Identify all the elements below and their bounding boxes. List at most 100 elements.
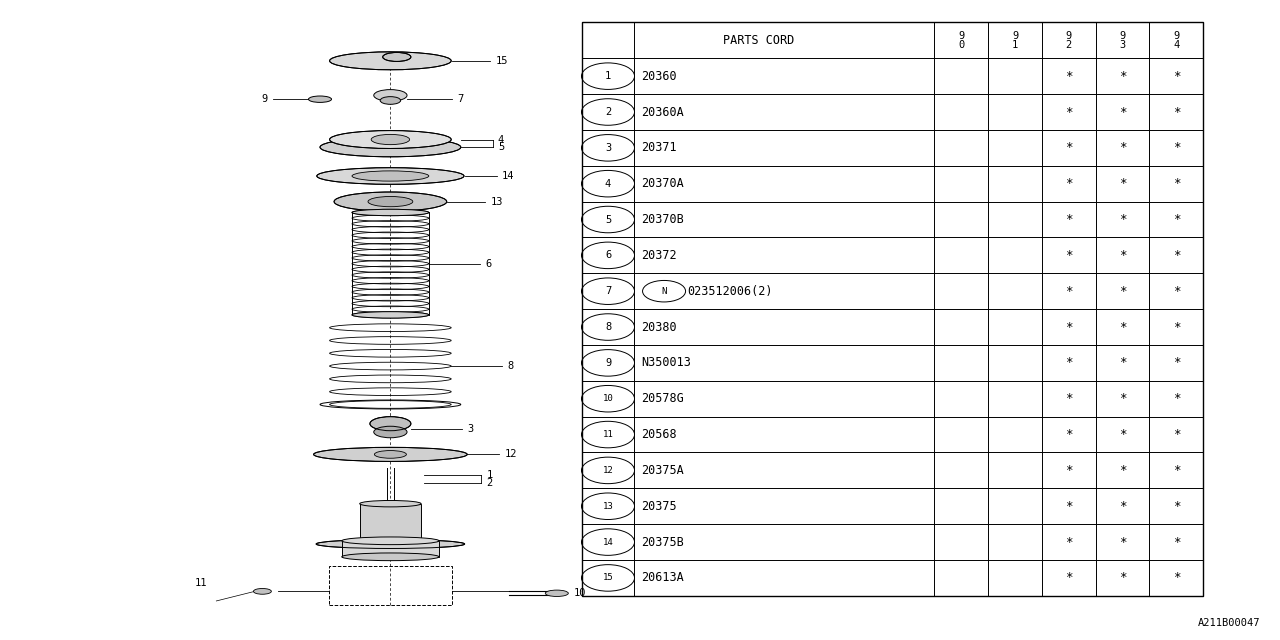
Text: *: *: [1119, 106, 1126, 118]
Text: *: *: [1065, 464, 1073, 477]
Text: *: *: [1119, 177, 1126, 190]
Text: *: *: [1119, 249, 1126, 262]
Ellipse shape: [371, 134, 410, 145]
Text: *: *: [1065, 500, 1073, 513]
Text: 5: 5: [605, 214, 611, 225]
Ellipse shape: [370, 417, 411, 431]
Text: 20371: 20371: [641, 141, 677, 154]
Ellipse shape: [352, 312, 429, 318]
Text: 2: 2: [605, 107, 611, 117]
Text: 9: 9: [261, 94, 268, 104]
Text: 1: 1: [605, 71, 611, 81]
Text: 9
4: 9 4: [1174, 31, 1179, 50]
Text: 14: 14: [603, 538, 613, 547]
Text: *: *: [1065, 536, 1073, 548]
Text: 8: 8: [507, 361, 513, 371]
Text: 3: 3: [605, 143, 611, 153]
Ellipse shape: [342, 537, 439, 545]
Text: 6: 6: [485, 259, 492, 269]
Text: *: *: [1119, 572, 1126, 584]
Ellipse shape: [360, 500, 421, 507]
Text: 10: 10: [603, 394, 613, 403]
Bar: [342, 541, 439, 557]
Text: 20613A: 20613A: [641, 572, 684, 584]
Text: *: *: [1172, 321, 1180, 333]
Ellipse shape: [314, 447, 467, 461]
Text: 8: 8: [605, 322, 611, 332]
Text: *: *: [1172, 213, 1180, 226]
Text: 9: 9: [605, 358, 611, 368]
Bar: [582, 22, 1203, 596]
Text: 20370A: 20370A: [641, 177, 684, 190]
Text: *: *: [1119, 141, 1126, 154]
Text: *: *: [1172, 70, 1180, 83]
Text: 4: 4: [498, 134, 504, 145]
Bar: [329, 566, 452, 605]
Text: *: *: [1065, 321, 1073, 333]
Ellipse shape: [330, 52, 452, 70]
Ellipse shape: [369, 196, 412, 207]
Text: *: *: [1172, 177, 1180, 190]
Text: N350013: N350013: [641, 356, 691, 369]
Text: *: *: [1119, 213, 1126, 226]
Text: *: *: [1065, 106, 1073, 118]
Text: *: *: [1172, 464, 1180, 477]
Text: 13: 13: [603, 502, 613, 511]
Text: 20375B: 20375B: [641, 536, 684, 548]
Text: *: *: [1065, 70, 1073, 83]
Ellipse shape: [334, 192, 447, 211]
Text: 4: 4: [605, 179, 611, 189]
Text: 15: 15: [495, 56, 508, 66]
Text: *: *: [1119, 392, 1126, 405]
Text: 7: 7: [605, 286, 611, 296]
Ellipse shape: [360, 538, 421, 543]
Ellipse shape: [374, 451, 407, 458]
Text: *: *: [1065, 285, 1073, 298]
Ellipse shape: [316, 168, 465, 184]
Text: 20380: 20380: [641, 321, 677, 333]
Text: *: *: [1119, 70, 1126, 83]
Text: 5: 5: [498, 142, 504, 152]
Ellipse shape: [330, 131, 452, 148]
Text: *: *: [1065, 392, 1073, 405]
Ellipse shape: [342, 553, 439, 561]
Text: A211B00047: A211B00047: [1198, 618, 1261, 628]
Text: 10: 10: [573, 588, 586, 598]
Text: *: *: [1119, 500, 1126, 513]
Text: 13: 13: [490, 196, 503, 207]
Text: 11: 11: [195, 578, 207, 588]
Text: *: *: [1119, 536, 1126, 548]
Ellipse shape: [374, 426, 407, 438]
Text: 12: 12: [504, 449, 517, 460]
Text: 20375A: 20375A: [641, 464, 684, 477]
Ellipse shape: [320, 138, 461, 157]
Text: *: *: [1172, 536, 1180, 548]
Text: *: *: [1119, 356, 1126, 369]
Text: 15: 15: [603, 573, 613, 582]
Text: 6: 6: [605, 250, 611, 260]
Text: PARTS CORD: PARTS CORD: [723, 34, 794, 47]
Text: *: *: [1172, 249, 1180, 262]
Text: 20372: 20372: [641, 249, 677, 262]
Text: 12: 12: [603, 466, 613, 475]
Text: *: *: [1065, 249, 1073, 262]
Ellipse shape: [308, 96, 332, 102]
Text: 11: 11: [603, 430, 613, 439]
Text: *: *: [1065, 428, 1073, 441]
Ellipse shape: [316, 540, 465, 548]
Text: *: *: [1172, 141, 1180, 154]
Text: N: N: [662, 287, 667, 296]
Text: 9
1: 9 1: [1012, 31, 1018, 50]
Text: 20375: 20375: [641, 500, 677, 513]
Text: 20578G: 20578G: [641, 392, 684, 405]
Text: 023512006(2): 023512006(2): [687, 285, 772, 298]
Bar: [360, 504, 421, 541]
Text: *: *: [1172, 106, 1180, 118]
Text: *: *: [1119, 285, 1126, 298]
Text: *: *: [1172, 285, 1180, 298]
Text: *: *: [1119, 464, 1126, 477]
Text: 9
2: 9 2: [1066, 31, 1071, 50]
Text: 9
0: 9 0: [959, 31, 964, 50]
Ellipse shape: [380, 97, 401, 104]
Text: 3: 3: [467, 424, 474, 434]
